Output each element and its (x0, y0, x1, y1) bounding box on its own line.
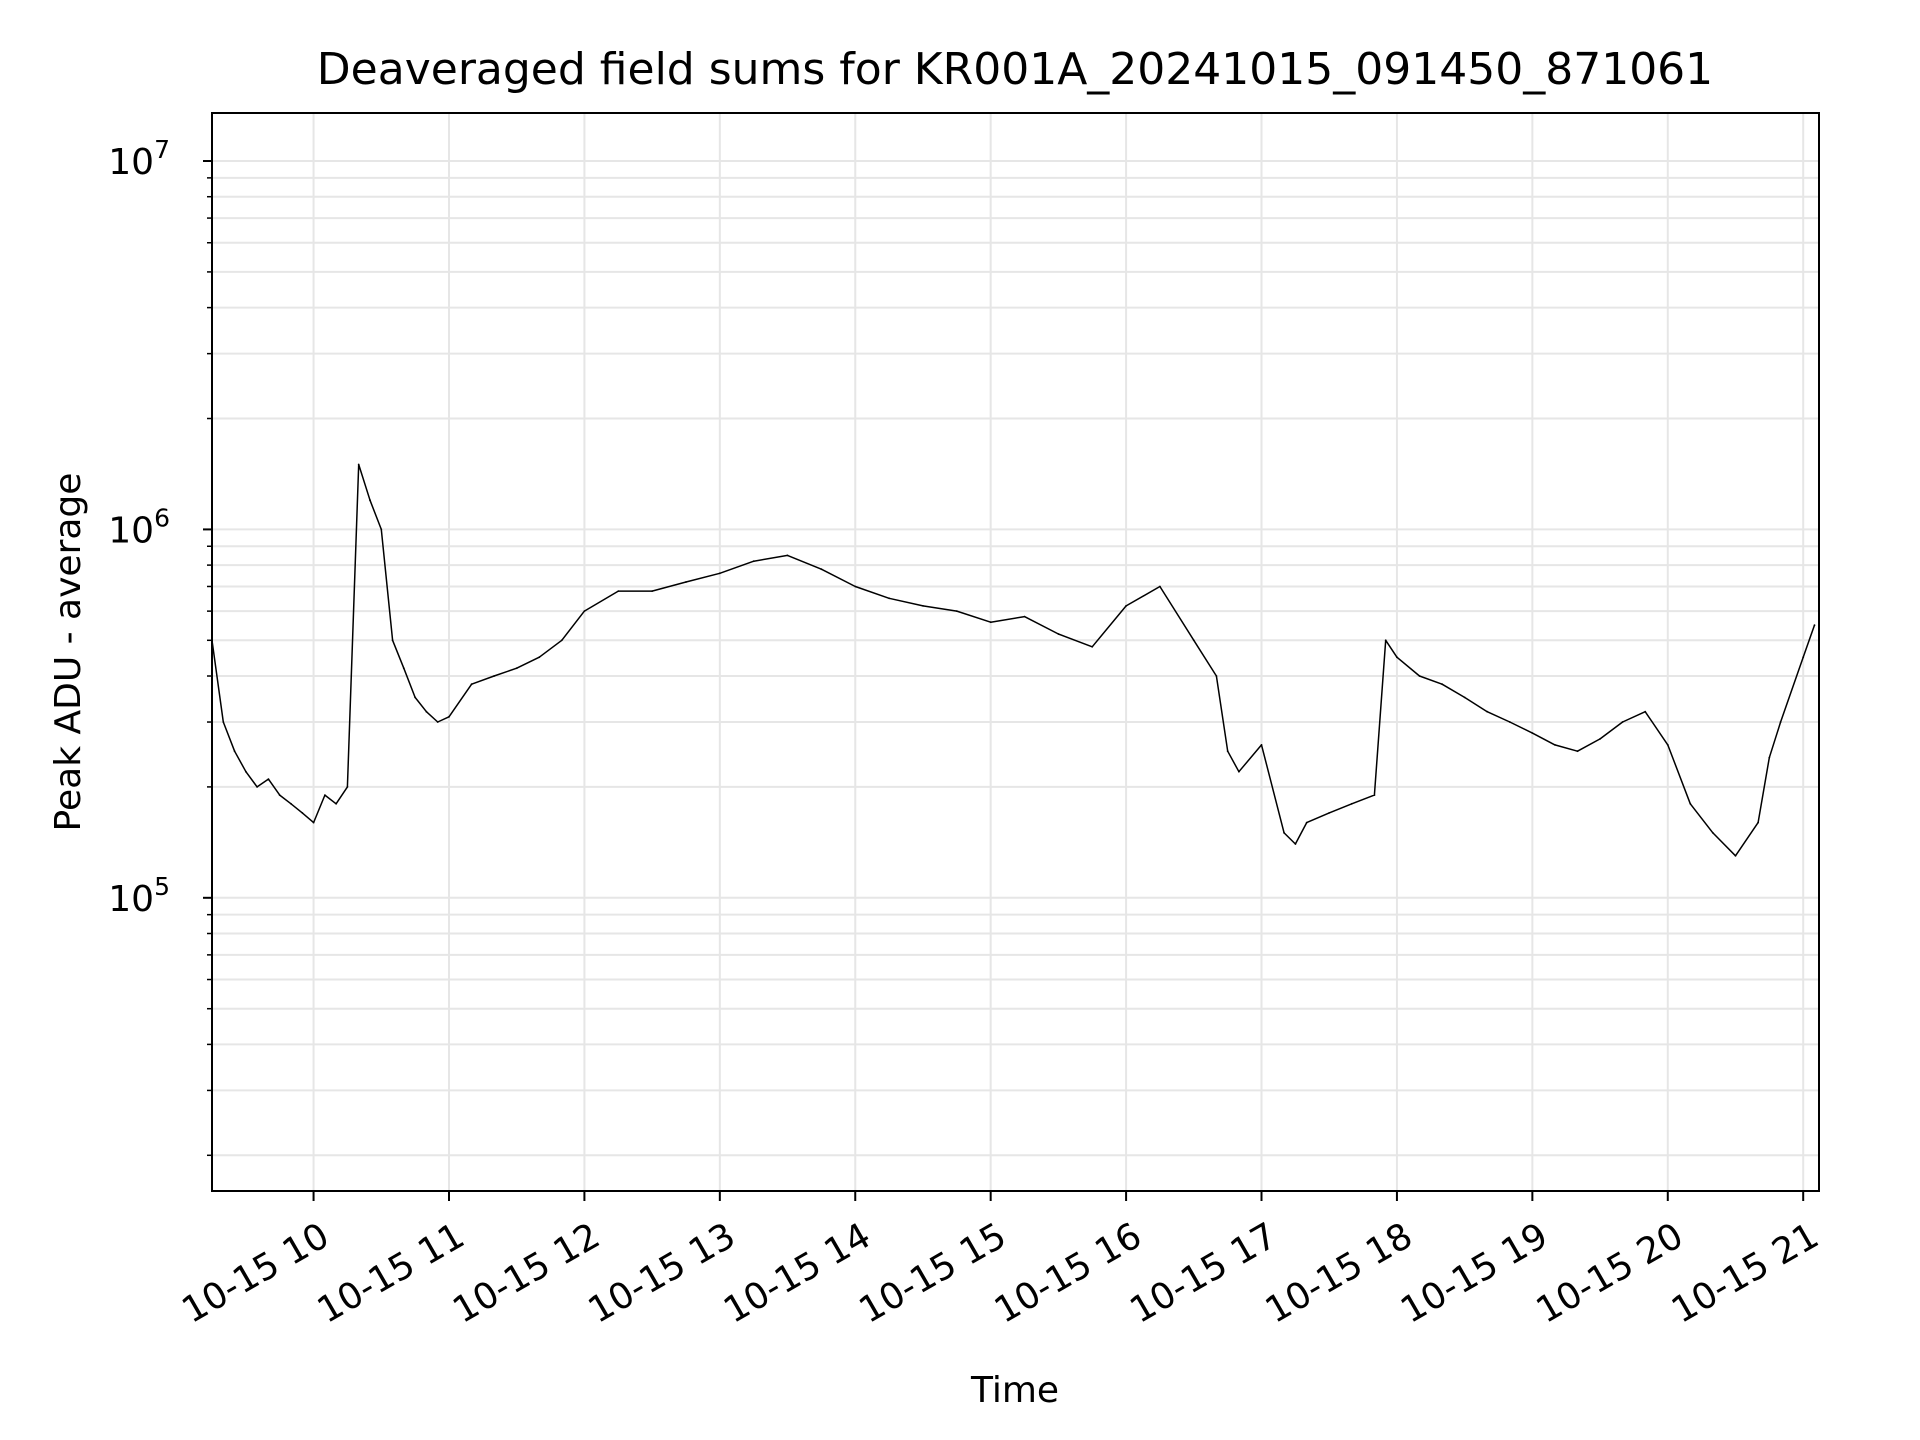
plot-frame (211, 112, 1820, 1192)
data-point (391, 639, 394, 642)
data-point (888, 597, 890, 600)
data-point (560, 639, 563, 642)
data-point (1396, 656, 1398, 659)
data-point (538, 656, 541, 659)
data-point (1757, 821, 1759, 824)
data-point (1023, 615, 1026, 618)
data-point (1531, 732, 1534, 734)
data-point (1463, 696, 1466, 699)
data-point (1215, 675, 1218, 677)
y-axis-label: Peak ADU - average (48, 473, 89, 832)
data-point (414, 696, 416, 699)
chart-title: Deaveraged field sums for KR001A_2024101… (317, 44, 1713, 95)
data-point (854, 585, 857, 588)
data-point (1689, 802, 1692, 805)
data-point (425, 710, 428, 713)
data-point (1226, 750, 1229, 753)
data-point (1813, 624, 1816, 626)
data-point (402, 667, 405, 670)
data-point (1768, 756, 1771, 759)
data-point (1192, 639, 1195, 642)
data-point (301, 812, 304, 814)
data-point (278, 794, 281, 796)
grid (207, 113, 1819, 1191)
x-axis-label: Time (970, 1370, 1059, 1411)
data-point (1294, 843, 1297, 845)
data-point (233, 750, 236, 753)
data-point (335, 802, 337, 805)
data-point (436, 721, 439, 723)
data-point (922, 605, 924, 607)
y-axis: 105 106 107 (108, 135, 212, 920)
data-point (685, 581, 687, 583)
data-point (1441, 683, 1443, 686)
data-point (369, 499, 371, 502)
data-point (820, 568, 823, 571)
data-point (1305, 821, 1308, 824)
data-point (1779, 721, 1782, 723)
data-point (245, 770, 247, 773)
data-point (357, 463, 360, 466)
data-point (1666, 744, 1669, 746)
data-point (1508, 721, 1511, 723)
data-point (1802, 656, 1805, 659)
data-point (515, 667, 518, 670)
data-point (651, 590, 653, 592)
data-point (752, 560, 755, 563)
data-point (1283, 832, 1285, 834)
data-point (290, 802, 292, 805)
data-point (1091, 645, 1094, 648)
data-point (346, 786, 349, 788)
data-point (1554, 744, 1556, 746)
data-point (380, 528, 383, 531)
data-point (448, 715, 450, 718)
data-point (256, 786, 258, 788)
data-point (222, 721, 225, 723)
data-point (1260, 744, 1263, 746)
y-tick-label: 106 (108, 503, 170, 551)
series-layer (211, 463, 1816, 857)
data-point (1238, 770, 1240, 773)
data-point (1159, 585, 1161, 588)
data-point (1384, 639, 1387, 642)
data-point (324, 794, 326, 796)
data-point (1644, 710, 1647, 713)
data-point (955, 610, 958, 612)
data-point (312, 821, 315, 824)
data-point (989, 621, 992, 624)
series-line (211, 463, 1816, 857)
data-point (1486, 710, 1489, 713)
data-point (1125, 605, 1127, 607)
data-point (1373, 794, 1376, 796)
data-point (1734, 854, 1737, 857)
data-point (1621, 721, 1624, 723)
data-point (493, 675, 495, 677)
data-point (1599, 738, 1601, 740)
data-point (1350, 802, 1353, 805)
data-point (718, 572, 721, 575)
data-point (786, 554, 789, 557)
y-tick-label: 105 (108, 872, 170, 920)
data-point (583, 610, 586, 612)
y-tick-label: 107 (108, 135, 170, 183)
data-point (1328, 812, 1331, 814)
data-point (1057, 633, 1060, 635)
data-point (617, 590, 620, 592)
data-point (1576, 750, 1579, 753)
data-point (1712, 832, 1714, 834)
data-point (470, 683, 473, 686)
data-point (267, 778, 270, 780)
data-point (1418, 675, 1421, 677)
